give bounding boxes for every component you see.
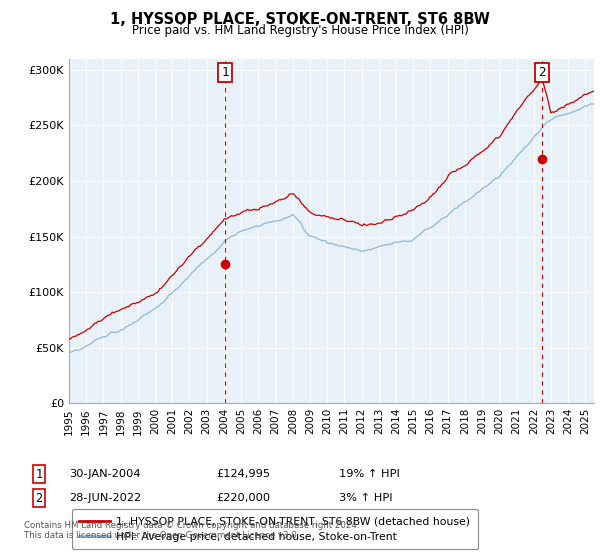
Text: £124,995: £124,995	[216, 469, 270, 479]
Text: 1: 1	[35, 468, 43, 481]
Text: 2: 2	[539, 66, 546, 78]
Text: Price paid vs. HM Land Registry's House Price Index (HPI): Price paid vs. HM Land Registry's House …	[131, 24, 469, 36]
Text: Contains HM Land Registry data © Crown copyright and database right 2024.
This d: Contains HM Land Registry data © Crown c…	[24, 521, 359, 540]
Text: 3% ↑ HPI: 3% ↑ HPI	[339, 493, 392, 503]
Text: 1: 1	[221, 66, 229, 78]
Text: 19% ↑ HPI: 19% ↑ HPI	[339, 469, 400, 479]
Text: 2: 2	[35, 492, 43, 505]
Text: £220,000: £220,000	[216, 493, 270, 503]
Text: 30-JAN-2004: 30-JAN-2004	[69, 469, 140, 479]
Legend: 1, HYSSOP PLACE, STOKE-ON-TRENT, ST6 8BW (detached house), HPI: Average price, d: 1, HYSSOP PLACE, STOKE-ON-TRENT, ST6 8BW…	[72, 508, 478, 549]
Text: 28-JUN-2022: 28-JUN-2022	[69, 493, 141, 503]
Text: 1, HYSSOP PLACE, STOKE-ON-TRENT, ST6 8BW: 1, HYSSOP PLACE, STOKE-ON-TRENT, ST6 8BW	[110, 12, 490, 27]
